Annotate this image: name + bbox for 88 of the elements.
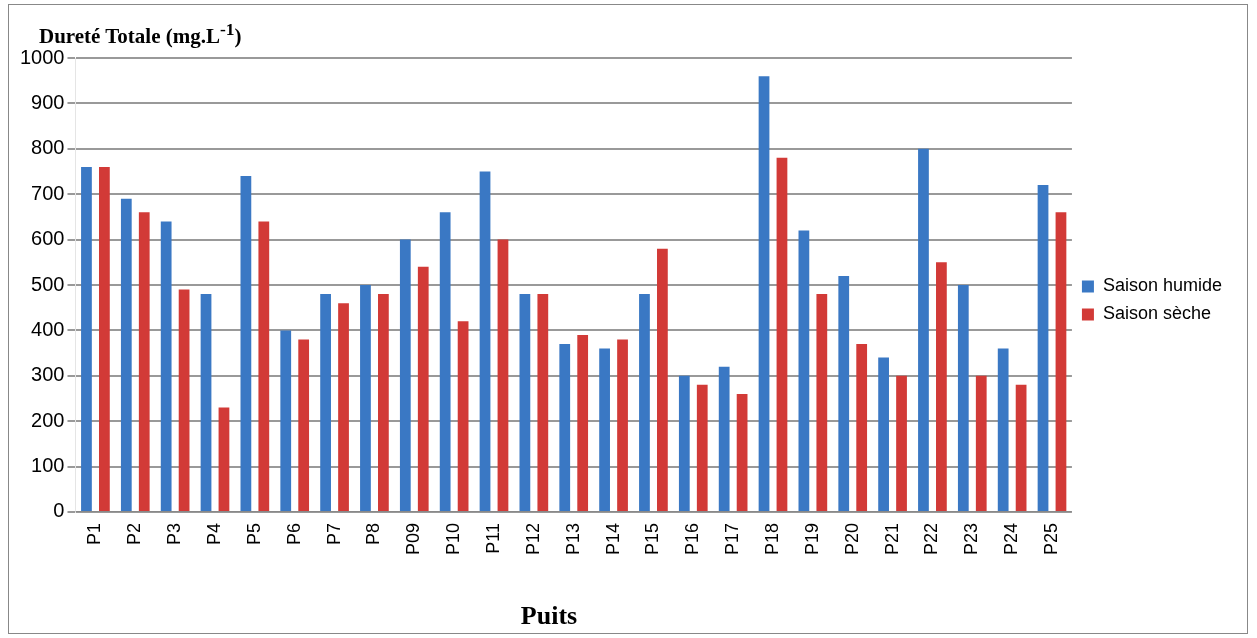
bar: [758, 76, 770, 511]
y-tick-label: 300: [31, 363, 65, 386]
bar: [718, 366, 730, 511]
bar: [497, 239, 509, 511]
x-tick-label: P23: [961, 522, 982, 555]
bar: [639, 294, 650, 511]
bar: [1055, 212, 1067, 511]
legend-label: Saison humide: [1102, 275, 1222, 296]
bar: [138, 212, 150, 511]
bar: [178, 289, 190, 511]
x-tick-label: P24: [1001, 522, 1022, 555]
y-tick-label: 400: [31, 317, 65, 340]
x-axis-title: Puits: [519, 601, 579, 631]
bar: [856, 344, 868, 511]
bar: [519, 294, 531, 511]
bar: [657, 248, 668, 511]
bar: [736, 393, 748, 511]
bar: [1015, 384, 1027, 511]
bar: [975, 375, 987, 511]
bar: [457, 321, 469, 511]
bar: [81, 166, 92, 511]
bar: [559, 344, 571, 511]
bar: [200, 294, 212, 511]
bar: [816, 294, 828, 511]
bar: [878, 357, 889, 511]
x-tick-label: P18: [761, 522, 782, 555]
x-tick-label: P4: [203, 522, 224, 545]
bar: [957, 284, 969, 511]
x-tick-label: P20: [841, 522, 862, 555]
x-tick-label: P19: [801, 522, 822, 555]
bar: [896, 375, 907, 511]
x-tick-label: P17: [722, 522, 743, 555]
bar: [537, 294, 549, 511]
x-tick-label: P7: [323, 522, 344, 545]
x-tick-label: P3: [164, 522, 185, 545]
y-tick-label: 600: [31, 227, 65, 250]
bar: [378, 294, 389, 511]
bar: [399, 239, 411, 511]
y-tick-label: 500: [31, 272, 65, 295]
bar: [360, 284, 371, 511]
legend-label: Saison sèche: [1102, 303, 1211, 324]
x-tick-label: P6: [283, 522, 304, 545]
bar: [678, 375, 690, 511]
bar: [417, 266, 429, 511]
y-tick-label: 800: [31, 136, 65, 159]
bar: [918, 148, 929, 511]
bar: [160, 221, 172, 511]
y-tick-label: 700: [31, 181, 65, 204]
x-tick-label: P13: [562, 522, 583, 555]
bar: [997, 348, 1009, 511]
x-tick-label: P16: [682, 522, 703, 555]
bar: [258, 221, 270, 511]
y-tick-label: 900: [31, 90, 65, 113]
x-tick-label: P2: [124, 522, 145, 545]
bar: [298, 339, 310, 511]
bar: [599, 348, 610, 511]
y-tick-label: 100: [31, 454, 65, 477]
x-tick-label: P5: [243, 522, 264, 545]
bar: [338, 303, 349, 511]
x-tick-label: P09: [403, 522, 424, 555]
bar: [696, 384, 708, 511]
bar: [320, 294, 331, 511]
bar: [776, 157, 788, 511]
bar: [218, 407, 230, 511]
x-tick-label: P1: [84, 522, 105, 545]
x-tick-label: P10: [443, 522, 464, 555]
x-tick-label: P12: [522, 522, 543, 555]
x-tick-label: P15: [642, 522, 663, 555]
x-tick-label: P11: [482, 522, 503, 554]
x-tick-label: P21: [881, 522, 902, 555]
bar: [280, 330, 292, 511]
bar: [439, 212, 451, 511]
bar: [798, 230, 810, 511]
bar: [479, 171, 491, 511]
x-tick-label: P8: [363, 522, 384, 545]
x-tick-label: P22: [921, 522, 942, 555]
bar: [240, 176, 252, 511]
bar: [99, 166, 110, 511]
bar: [838, 275, 850, 511]
bar: [936, 262, 947, 511]
y-tick-label: 0: [53, 499, 65, 522]
bar: [120, 198, 132, 511]
bar: [617, 339, 628, 511]
x-tick-label: P14: [602, 522, 623, 555]
y-tick-label: 200: [31, 408, 65, 431]
bar: [1037, 185, 1049, 511]
bar: [577, 334, 589, 511]
x-tick-label: P25: [1040, 522, 1061, 555]
